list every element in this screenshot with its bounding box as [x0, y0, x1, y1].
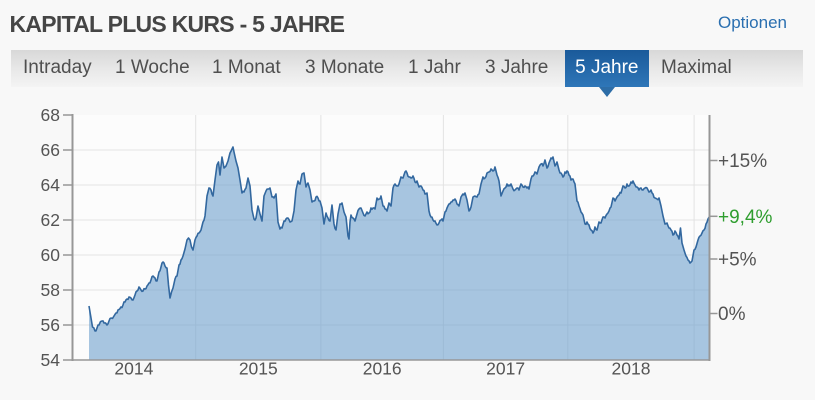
svg-text:68: 68 [41, 105, 60, 125]
svg-text:+9,4%: +9,4% [718, 207, 773, 228]
svg-text:58: 58 [41, 280, 60, 300]
svg-text:54: 54 [41, 350, 61, 370]
svg-text:0%: 0% [718, 304, 746, 325]
svg-text:2018: 2018 [612, 359, 651, 379]
svg-text:+5%: +5% [718, 250, 757, 271]
svg-text:62: 62 [41, 210, 60, 230]
svg-text:64: 64 [41, 175, 61, 195]
svg-text:66: 66 [41, 140, 60, 160]
svg-text:56: 56 [41, 315, 60, 335]
svg-text:2015: 2015 [239, 359, 278, 379]
svg-text:2016: 2016 [363, 359, 402, 379]
svg-text:2014: 2014 [114, 359, 153, 379]
svg-text:+15%: +15% [718, 151, 767, 172]
svg-text:2017: 2017 [486, 359, 525, 379]
svg-text:60: 60 [41, 245, 61, 265]
